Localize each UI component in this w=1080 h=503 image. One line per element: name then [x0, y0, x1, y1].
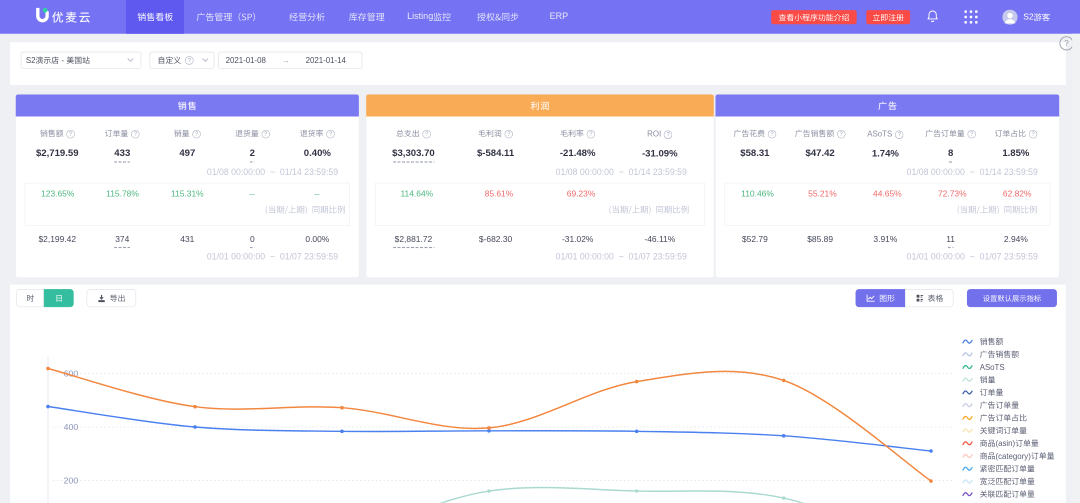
svg-text:400: 400 — [64, 422, 79, 432]
svg-text:600: 600 — [64, 369, 79, 379]
svg-text:ASoTS: ASoTS — [980, 363, 1005, 372]
svg-text:(asin): (asin) — [995, 439, 1015, 448]
svg-text:200: 200 — [64, 476, 79, 486]
svg-text:(category): (category) — [995, 452, 1031, 461]
svg-text:?: ? — [1064, 39, 1069, 48]
